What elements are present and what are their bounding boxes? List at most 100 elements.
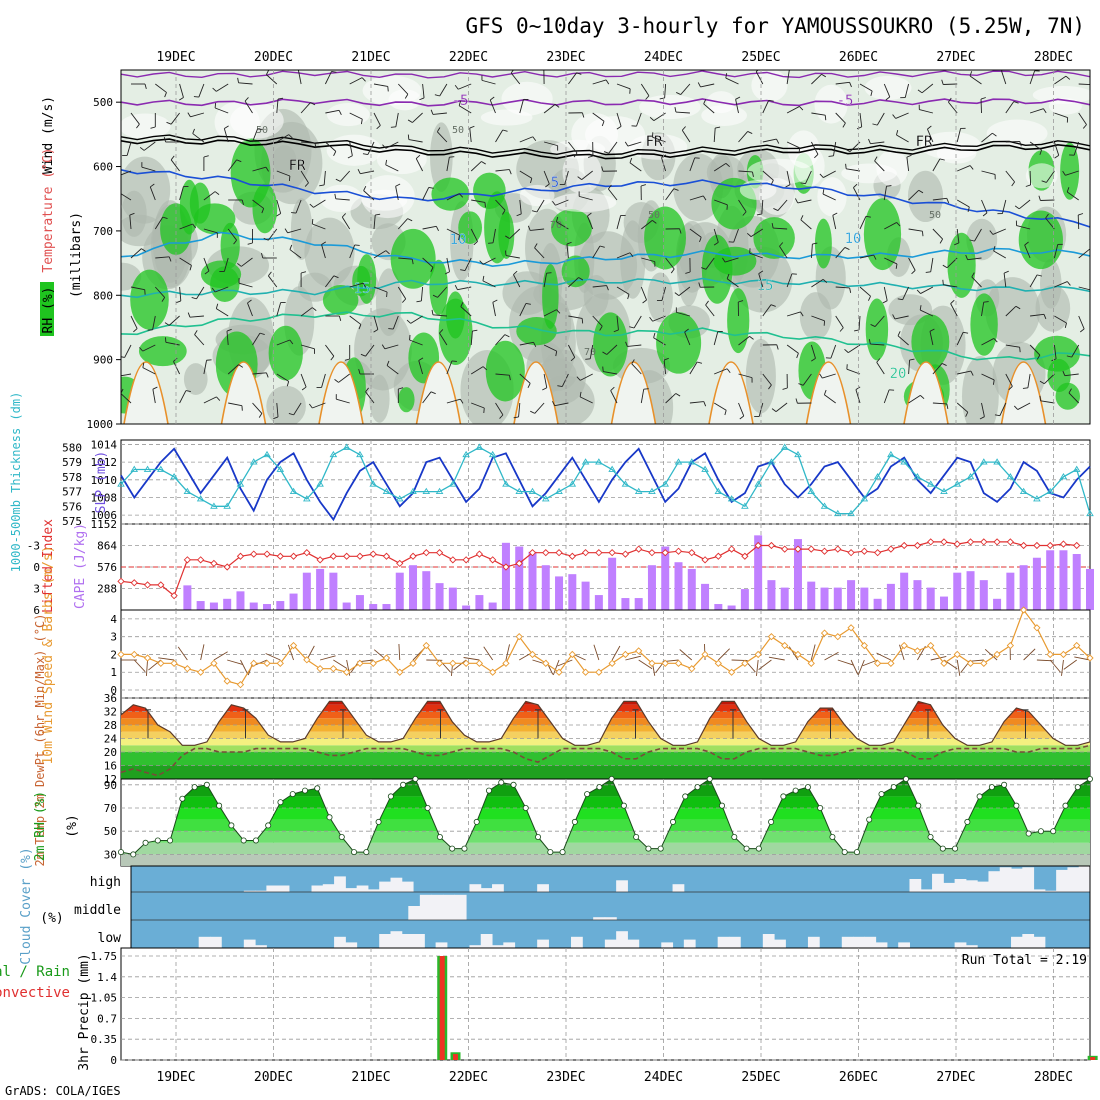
wind-barb-flag [1045,213,1049,219]
wind-barb [689,195,704,201]
cape-bar [501,542,510,610]
rh2m-ylabel: 2m RH (%) [33,791,48,861]
wind-barb [665,257,675,270]
wind-barb [1068,392,1080,404]
wind-barb [904,83,910,98]
wind10m-point [369,659,377,667]
wind-barb-flag [398,387,404,390]
wind-barb [338,373,350,383]
wind-barb-flag [288,413,294,416]
wind-barb [1066,191,1079,201]
wind-barb-flag [525,302,531,305]
rh-patch-dry [814,84,848,124]
wind-barb [1054,281,1068,288]
wind-barb [252,372,267,375]
wind10m-barb [227,659,243,665]
temp2m-tick-label: 12 [104,773,117,786]
wind-barb [203,360,208,375]
isotherm-line [121,70,1090,79]
wind-barb [606,344,618,355]
rh-patch-grey [907,170,944,223]
wind-barb-flag [747,232,752,237]
bottom-date-label: 21DEC [351,1070,390,1085]
wind-barb [252,332,261,346]
cape-bar [966,571,975,610]
rh-band [121,784,1090,797]
wind-barb [301,141,316,144]
isotherm-line [121,231,1090,268]
isotherm-label: -5 [837,93,854,109]
wind10m-barb [177,646,188,661]
wind-barb-flag [406,319,412,324]
wind-barb [141,166,156,172]
rh-patch-green [593,312,628,377]
thickness-point [714,487,723,495]
upper-ytick-label: 700 [93,225,113,238]
rh-point [289,791,296,798]
wind-barb [846,368,861,375]
wind-barb [363,190,375,201]
wind-barb-flag [941,363,947,366]
rh-band [121,842,1090,855]
rh-patch-green [970,293,998,356]
cloud-cell-low [841,936,854,948]
wind-barb [870,343,885,346]
wind10m-point [528,650,537,659]
wind10m-barb [984,648,998,661]
rh-patch-green [863,198,902,271]
wind-barb [689,228,702,238]
bottom-date-label: 25DEC [741,1070,780,1085]
wind-barb-flag [747,131,753,134]
li-point [343,552,351,560]
cape-bar [369,604,378,610]
cape-bar [608,557,617,610]
wind-barb [446,157,450,172]
wind10m-point [847,624,855,632]
wind-barb-flag [749,336,754,340]
thickness-point [117,480,125,487]
wind-barb [957,165,971,172]
wind-barb-flag [679,228,682,234]
wind10m-barb [611,645,621,661]
wind10m-barb [333,659,348,669]
wind-barb [1078,315,1085,330]
wind-barb-flag [992,379,995,385]
wind-barb [735,99,739,114]
wind-barb [373,83,388,87]
wind-barb-flag [162,216,168,219]
wind-barb [227,228,237,241]
wind-barb-flag [259,332,265,335]
wind-barb [446,360,453,375]
wind-barb [749,252,763,259]
rh-point [682,793,689,800]
li-point [873,549,882,557]
wind-barb-flag [800,311,804,317]
wind-barb-flag [725,73,728,79]
wind-barb [392,315,399,330]
wind-barb [908,228,923,232]
wind-barb-flag [758,270,764,274]
li-point [648,549,656,557]
cloud-cell-high [255,890,267,892]
wind-barb-flag [136,123,140,129]
wind-barb-flag [856,126,862,130]
wind-barb-flag [756,213,762,216]
wind-barb-flag [579,391,582,397]
upper-legend-temp: Temperature (°C) [41,147,56,272]
wind-barb [616,252,631,259]
precip-tick-label: 0 [110,1054,117,1067]
wind10m-barb [265,653,281,661]
cloud-cell-low [379,934,391,948]
wind-barb [534,402,545,414]
wind-barb-flag [428,186,434,189]
wind-barb [1045,217,1055,230]
wind-barb [336,398,350,404]
rh-patch-dry [817,177,847,217]
wind-barb [321,373,326,388]
wind-barb-flag [204,270,210,275]
wind10m-point [289,641,298,650]
wind-barb-flag [532,136,537,141]
wind-barb [859,112,863,127]
wind10m-barb [1074,656,1091,661]
wind-barb [458,105,472,114]
